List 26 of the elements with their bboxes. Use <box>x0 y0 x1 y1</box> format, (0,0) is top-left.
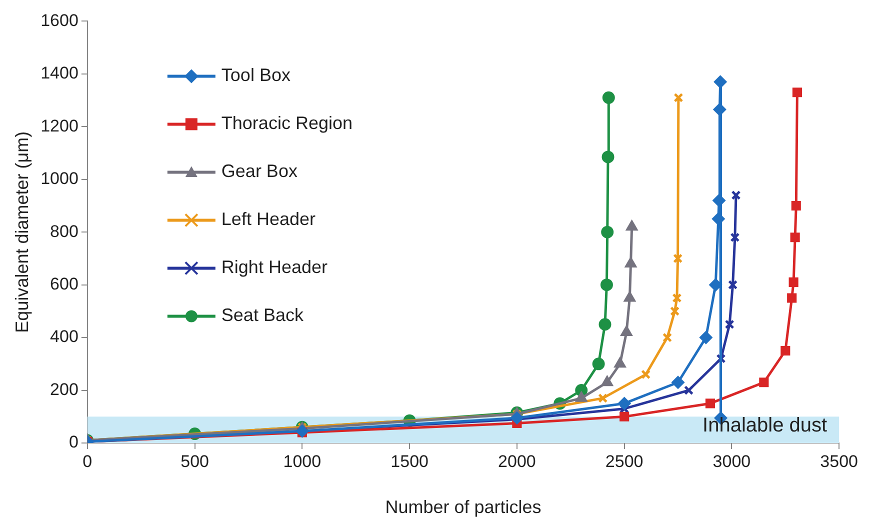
legend-label: Gear Box <box>221 161 298 182</box>
y-tick-label: 1200 <box>40 116 78 136</box>
x-tick-label: 2000 <box>498 452 536 471</box>
y-tick-label: 200 <box>50 380 78 399</box>
y-tick-label: 0 <box>68 432 78 452</box>
band-label: Inhalable dust <box>702 414 828 436</box>
x-tick-label: 3000 <box>712 452 751 471</box>
x-axis-title: Number of particles <box>385 497 542 518</box>
x-tick-label: 1000 <box>283 452 322 471</box>
x-tick-label: 1500 <box>390 452 428 471</box>
x-tick-label: 3500 <box>820 452 858 471</box>
y-tick-label: 800 <box>50 222 78 241</box>
legend-label: Left Header <box>221 209 316 230</box>
y-tick-label: 600 <box>50 274 78 294</box>
y-tick-label: 1600 <box>40 10 78 30</box>
x-tick-label: 500 <box>180 452 209 471</box>
legend-label: Tool Box <box>221 65 290 86</box>
x-tick-label: 2500 <box>605 452 644 471</box>
y-tick-label: 1000 <box>40 169 78 188</box>
legend-label: Thoracic Region <box>221 113 352 134</box>
x-tick-label: 0 <box>82 452 92 471</box>
y-axis-title: Equivalent diameter (μm) <box>12 131 32 333</box>
legend-label: Seat Back <box>221 305 304 326</box>
y-tick-label: 1400 <box>40 64 78 83</box>
legend-label: Right Header <box>221 257 328 278</box>
y-tick-label: 400 <box>50 327 78 346</box>
